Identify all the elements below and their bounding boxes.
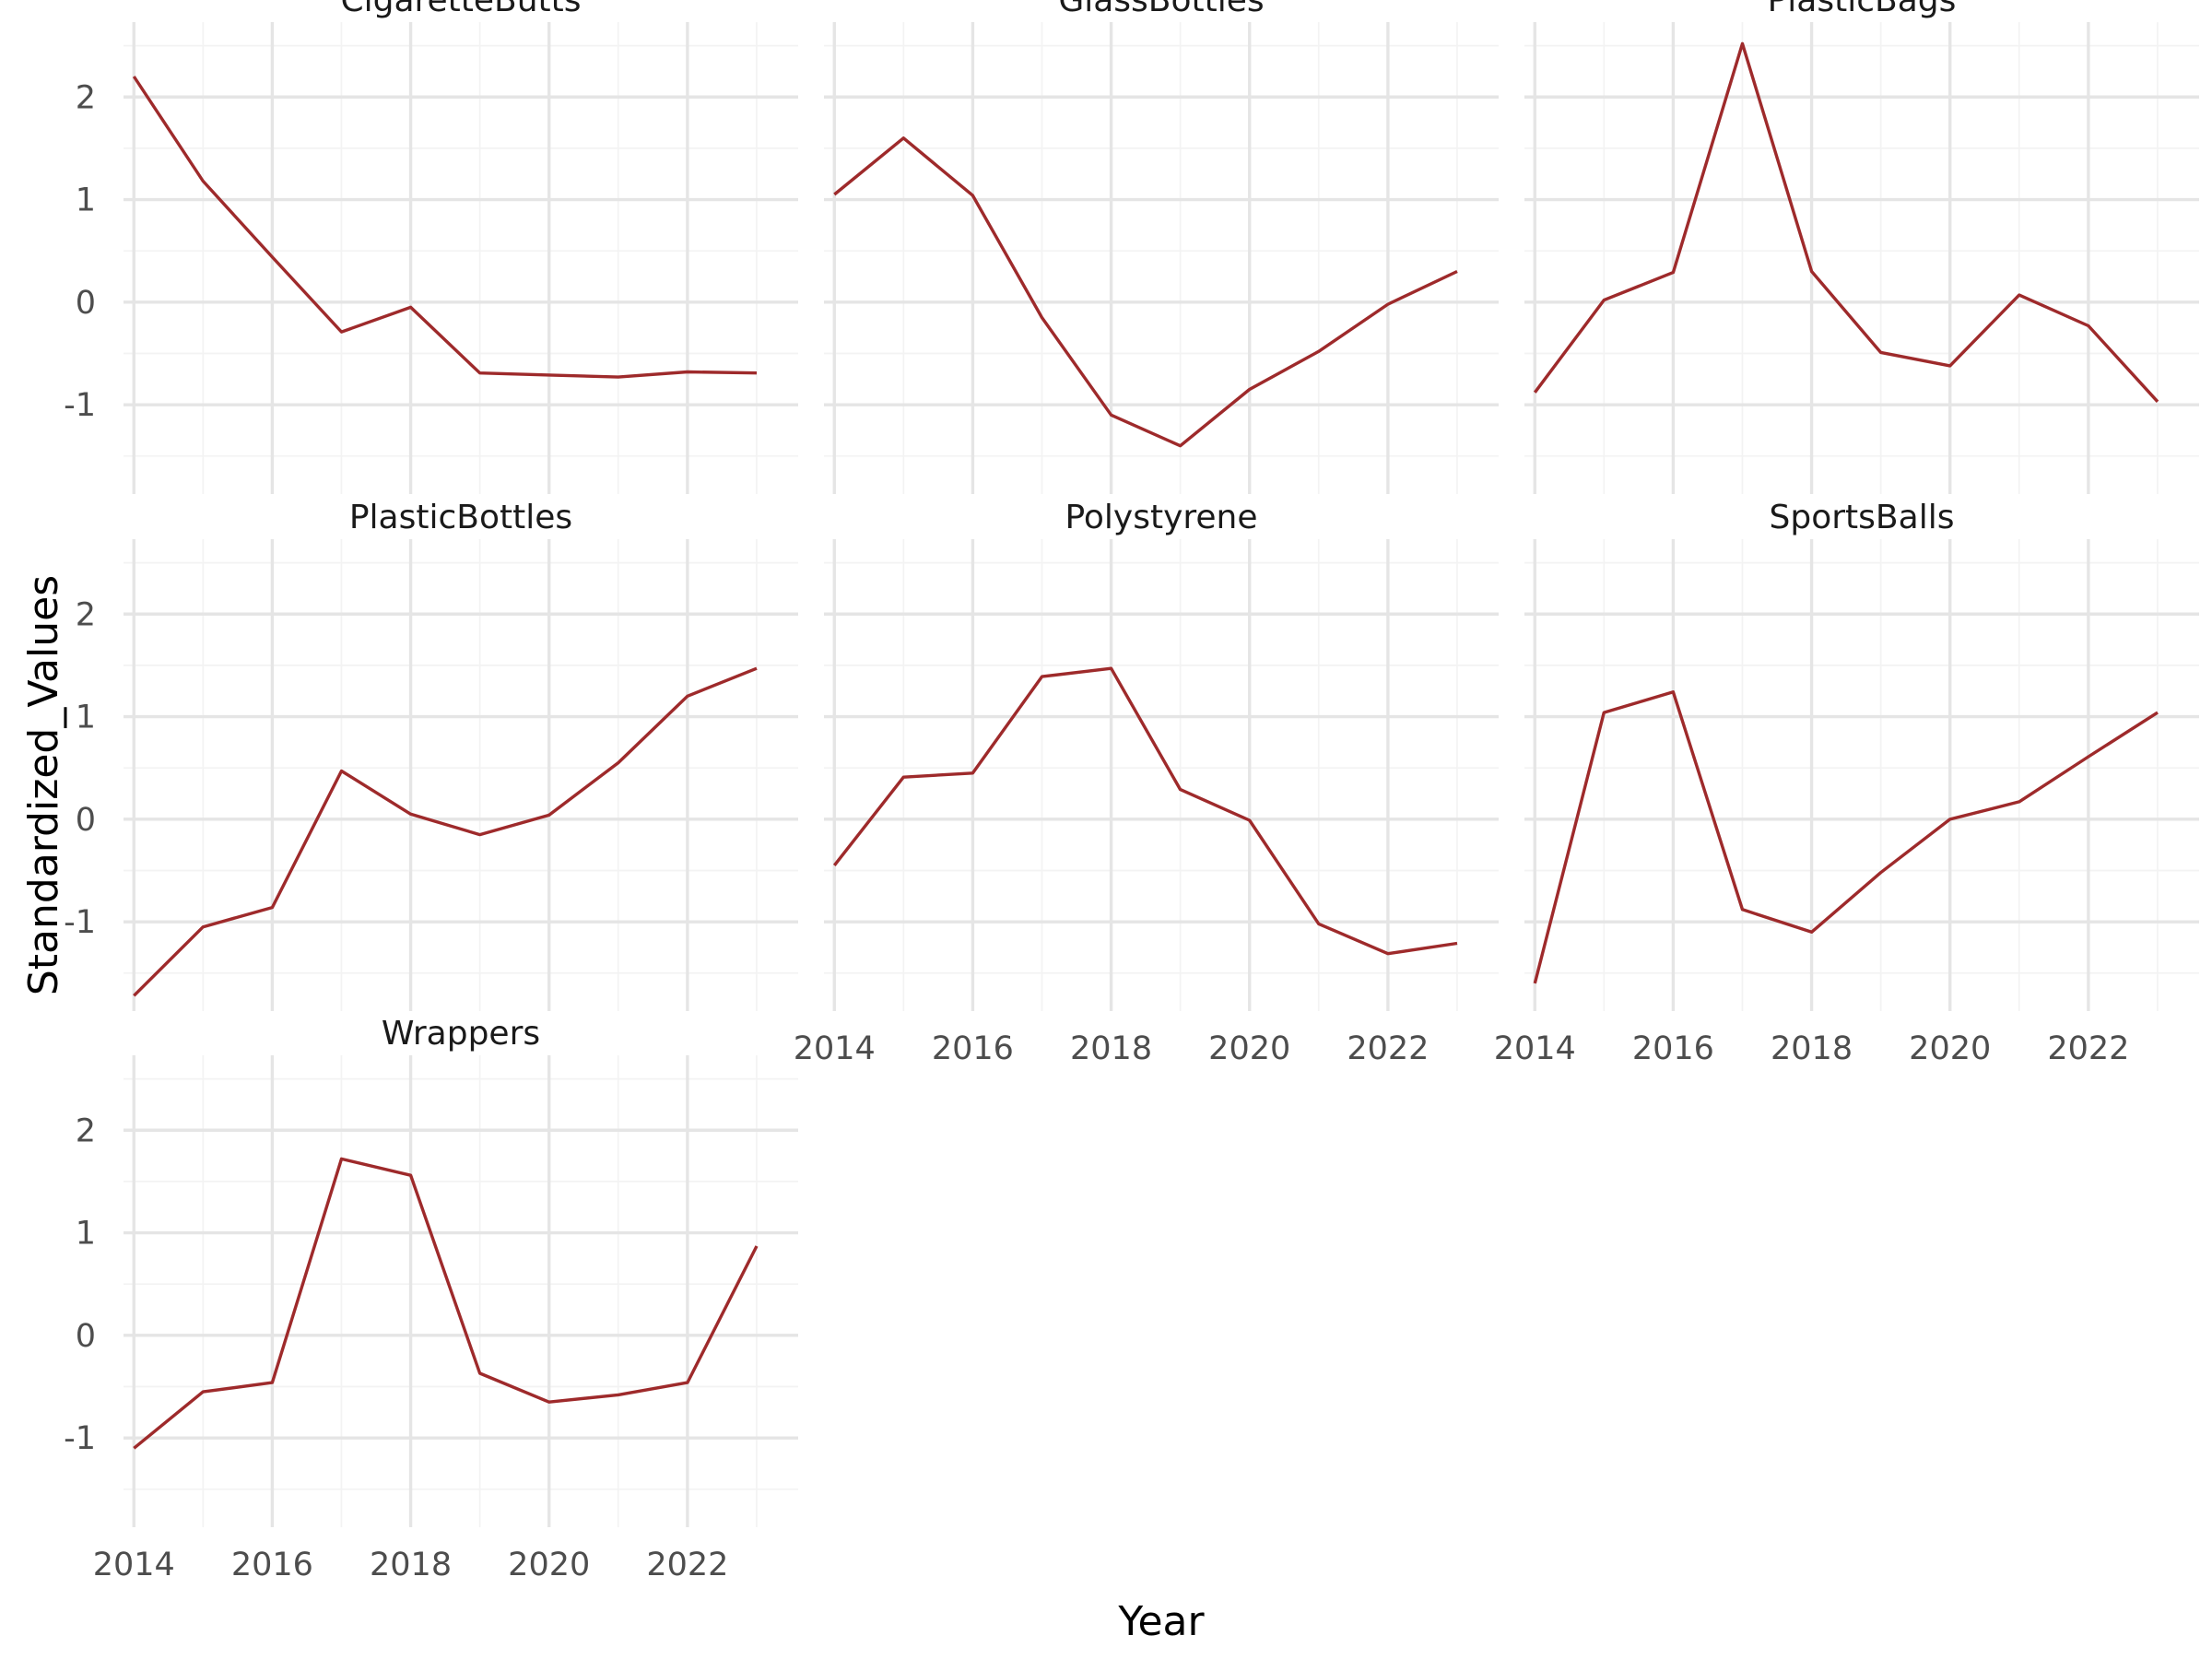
x-tick-label: 2020 (1909, 1030, 1991, 1067)
y-tick-label: 2 (76, 79, 96, 116)
series-line-cigarettebutts (132, 76, 758, 379)
y-tick-label: 1 (76, 700, 96, 736)
x-tick-label: 2014 (794, 1030, 876, 1067)
y-axis-title: Standardized_Values (20, 575, 67, 995)
x-tick-label: 2016 (231, 1547, 313, 1583)
y-tick-label: -1 (64, 1420, 96, 1457)
x-tick-label: 2020 (1208, 1030, 1290, 1067)
y-tick-label: 1 (76, 182, 96, 219)
x-tick-label: 2018 (1771, 1030, 1853, 1067)
x-tick-label: 2014 (1494, 1030, 1576, 1067)
series-line-plasticbags (1533, 41, 2159, 403)
x-tick-label: 2016 (932, 1030, 1014, 1067)
x-tick-label: 2016 (1632, 1030, 1714, 1067)
series-line-polystyrene (832, 666, 1458, 956)
panel-title: PlasticBottles (349, 499, 572, 536)
panel-title: Polystyrene (1065, 499, 1257, 536)
y-tick-label: -1 (64, 387, 96, 424)
x-tick-label: 2022 (1347, 1030, 1429, 1067)
panel-title: SportsBalls (1770, 499, 1955, 536)
x-tick-label: 2022 (2047, 1030, 2129, 1067)
panel-plasticbags: PlasticBags (1524, 0, 2199, 494)
panels-layer: CigaretteButts -1 0 1 2 GlassBottles PlasticBa… (64, 0, 2199, 1583)
y-tick-label: 0 (76, 802, 96, 839)
series-line-wrappers (133, 1157, 759, 1450)
x-tick-label: 2018 (370, 1547, 452, 1583)
series-line-plasticbottles (133, 666, 758, 997)
x-tick-label: 2014 (93, 1547, 175, 1583)
x-axis-title: Year (1117, 1598, 1205, 1645)
y-tick-label: 0 (76, 285, 96, 322)
y-tick-label: -1 (64, 904, 96, 941)
y-tick-label: 1 (76, 1216, 96, 1253)
x-tick-label: 2020 (508, 1547, 590, 1583)
series-line-sportsballs (1533, 690, 2159, 984)
panel-title: GlassBottles (1058, 0, 1264, 19)
panel-wrappers: Wrappers -1 0 1 2 2014 2016 2018 2020 2022 (64, 1015, 798, 1583)
panel-sportsballs: SportsBalls 2014 2016 2018 2020 2022 (1494, 499, 2199, 1067)
panel-polystyrene: Polystyrene 2014 2016 2018 2020 2022 (794, 499, 1499, 1067)
y-tick-label: 0 (76, 1318, 96, 1355)
panel-glassbottles: GlassBottles (824, 0, 1499, 494)
x-tick-label: 2018 (1070, 1030, 1152, 1067)
panel-title: CigaretteButts (340, 0, 581, 19)
y-tick-label: 2 (76, 1112, 96, 1149)
panel-plasticbottles: PlasticBottles -1 0 1 2 (64, 499, 798, 1011)
panel-title: PlasticBags (1768, 0, 1957, 19)
y-tick-label: 2 (76, 596, 96, 633)
x-tick-label: 2022 (646, 1547, 728, 1583)
panel-cigarettebutts: CigaretteButts -1 0 1 2 (64, 0, 798, 494)
panel-title: Wrappers (382, 1015, 540, 1053)
series-line-glassbottles (833, 136, 1458, 448)
